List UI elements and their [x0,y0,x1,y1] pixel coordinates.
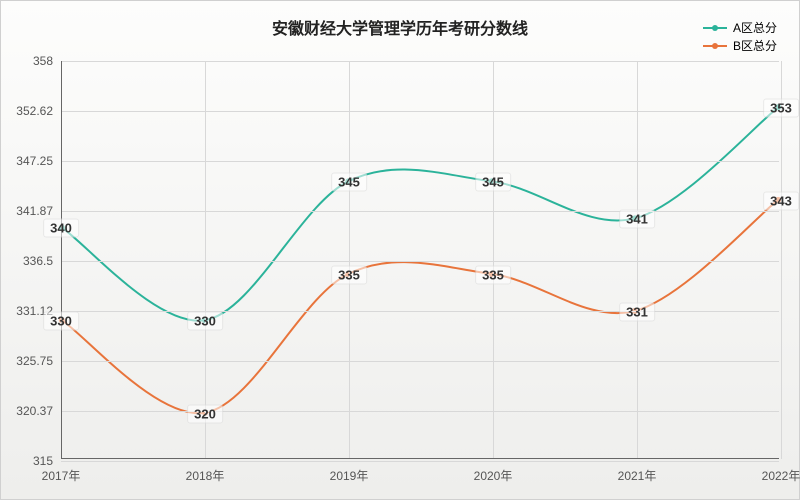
data-label: 343 [763,191,799,210]
grid-line-h [61,461,779,462]
data-label: 330 [187,312,223,331]
grid-line-v [349,61,350,459]
data-label: 345 [475,172,511,191]
data-label: 331 [619,303,655,322]
chart-svg [61,61,779,459]
y-axis-label: 336.5 [23,254,53,268]
x-axis-label: 2018年 [186,467,225,484]
grid-line-h [61,211,779,212]
series-line [62,200,778,413]
x-axis-label: 2019年 [330,467,369,484]
x-axis-label: 2017年 [42,467,81,484]
y-axis-label: 358 [33,54,53,68]
legend-label: B区总分 [733,37,777,55]
grid-line-h [61,61,779,62]
x-axis-label: 2022年 [762,467,800,484]
series-line [62,107,778,320]
grid-line-v [637,61,638,459]
data-label: 330 [43,312,79,331]
x-axis-label: 2021年 [618,467,657,484]
plot-area: 315320.37325.75331.12336.5341.87347.2535… [61,61,779,459]
data-label: 353 [763,98,799,117]
y-axis-label: 325.75 [16,354,53,368]
grid-line-v [205,61,206,459]
grid-line-h [61,411,779,412]
x-axis-label: 2020年 [474,467,513,484]
y-axis-label: 341.87 [16,204,53,218]
grid-line-v [781,61,782,459]
grid-line-h [61,111,779,112]
y-axis-label: 315 [33,454,53,468]
x-axis [61,458,779,459]
legend: A区总分B区总分 [703,19,777,55]
grid-line-h [61,161,779,162]
data-label: 345 [331,172,367,191]
y-axis [61,61,62,459]
grid-line-h [61,261,779,262]
y-axis-label: 352.62 [16,104,53,118]
grid-line-h [61,361,779,362]
data-label: 341 [619,210,655,229]
chart-title: 安徽财经大学管理学历年考研分数线 [1,15,799,39]
legend-item: B区总分 [703,37,777,55]
y-axis-label: 320.37 [16,404,53,418]
legend-label: A区总分 [733,19,777,37]
y-axis-label: 347.25 [16,154,53,168]
grid-line-v [493,61,494,459]
data-label: 335 [331,265,367,284]
chart-container: 安徽财经大学管理学历年考研分数线 A区总分B区总分 315320.37325.7… [0,0,800,500]
grid-line-h [61,311,779,312]
data-label: 340 [43,219,79,238]
data-label: 335 [475,265,511,284]
legend-item: A区总分 [703,19,777,37]
data-label: 320 [187,405,223,424]
